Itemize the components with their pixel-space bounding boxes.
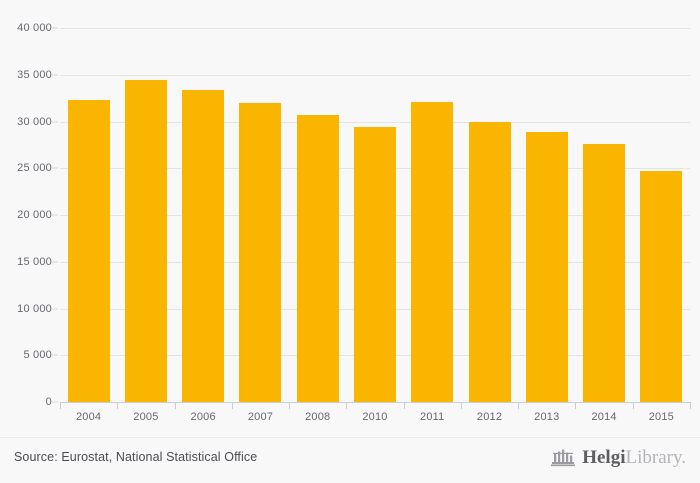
y-tick-label: 20 000 xyxy=(17,209,52,221)
y-tick-mark xyxy=(52,261,58,263)
bar[interactable] xyxy=(124,80,167,402)
x-tick-mark xyxy=(346,402,348,409)
y-tick-label: 35 000 xyxy=(17,68,52,81)
x-tick-label: 2010 xyxy=(362,411,388,423)
bar-series xyxy=(60,28,690,402)
x-tick-mark xyxy=(289,402,291,409)
y-tick-label: 30 000 xyxy=(17,115,52,128)
helgi-library-logo[interactable]: HelgiLibrary. xyxy=(550,448,686,468)
x-tick-label: 2011 xyxy=(420,411,445,423)
x-tick-label: 2007 xyxy=(247,411,274,423)
x-tick-mark xyxy=(575,402,577,409)
x-tick-label: 2008 xyxy=(305,411,331,423)
bar[interactable] xyxy=(239,102,282,402)
x-tick-mark xyxy=(231,402,233,409)
x-tick-mark xyxy=(632,402,634,409)
source-note: Source: Eurostat, National Statistical O… xyxy=(14,450,258,464)
x-axis-line xyxy=(60,402,690,403)
bar[interactable] xyxy=(468,121,511,402)
y-tick-mark xyxy=(52,214,58,216)
plot-area xyxy=(60,28,690,403)
x-tick-mark xyxy=(518,402,520,409)
y-tick-label: 40 000 xyxy=(17,22,52,34)
bar[interactable] xyxy=(525,131,568,402)
gridline xyxy=(60,121,690,123)
gridline xyxy=(60,28,690,29)
y-tick-mark xyxy=(52,74,58,76)
bar[interactable] xyxy=(640,171,683,402)
bar[interactable] xyxy=(354,127,396,402)
y-tick-mark xyxy=(52,308,58,309)
y-tick-label: 10 000 xyxy=(17,302,52,315)
x-tick-label: 2004 xyxy=(75,411,102,423)
y-tick-mark xyxy=(52,401,58,403)
bar[interactable] xyxy=(67,100,110,402)
x-tick-mark xyxy=(460,402,462,409)
x-tick-label: 2006 xyxy=(190,411,216,423)
x-tick-mark xyxy=(117,402,119,409)
x-tick-mark xyxy=(60,402,61,409)
logo-primary-text: Helgi xyxy=(582,447,626,468)
x-tick-label: 2005 xyxy=(133,411,159,423)
y-tick-label: 0 xyxy=(45,396,52,408)
logo-wordmark: HelgiLibrary. xyxy=(582,448,686,468)
y-tick-mark xyxy=(52,167,58,169)
y-tick-label: 25 000 xyxy=(17,162,52,175)
y-tick-label: 15 000 xyxy=(17,255,52,268)
x-tick-label: 2013 xyxy=(534,411,560,423)
logo-secondary-text: Library. xyxy=(625,447,687,468)
x-tick-mark xyxy=(174,402,176,409)
library-building-icon xyxy=(551,449,576,467)
x-tick-mark xyxy=(690,402,691,409)
bar[interactable] xyxy=(296,114,339,402)
bar[interactable] xyxy=(583,143,626,402)
y-tick-mark xyxy=(52,121,58,122)
x-tick-label: 2015 xyxy=(648,411,674,423)
y-tick-label: 5 000 xyxy=(23,349,52,362)
x-axis: 2004 2005 2006 2007 2008 2010 2011 2012 2013 2014… xyxy=(60,402,691,432)
y-tick-mark xyxy=(52,27,58,29)
bar[interactable] xyxy=(411,101,454,402)
x-tick-label: 2014 xyxy=(591,411,617,423)
x-tick-label: 2012 xyxy=(476,411,503,423)
y-tick-mark xyxy=(52,354,58,356)
footer-divider xyxy=(0,437,700,438)
y-axis: 0 5 000 10 000 15 000 20 000 25 000 30 000 35 0… xyxy=(0,22,58,408)
x-tick-mark xyxy=(403,402,405,409)
bar[interactable] xyxy=(182,89,225,402)
gridline xyxy=(60,74,690,76)
